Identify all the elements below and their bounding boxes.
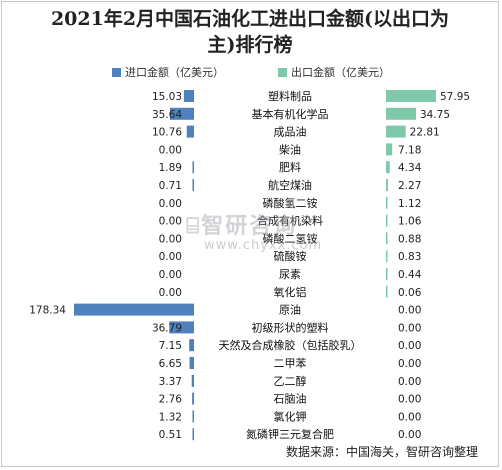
category-label: 初级形状的塑料 — [252, 320, 329, 334]
import-value-label: 6.65 — [159, 358, 182, 370]
export-value-label: 0.88 — [398, 233, 421, 245]
export-bar — [386, 161, 390, 174]
export-value-label: 22.81 — [410, 127, 440, 139]
export-value-label: 0.00 — [398, 358, 421, 370]
import-value-label: 2.76 — [159, 394, 183, 406]
chart-plot: 15.03 塑料制品 57.95 35.64 基本有机化学品 34.75 10.76 成品油 2… — [29, 89, 470, 441]
category-label: 乙二醇 — [274, 374, 307, 388]
export-bar — [386, 250, 388, 263]
export-value-label: 34.75 — [420, 109, 450, 121]
import-value-label: 178.34 — [29, 305, 66, 317]
export-value-label: 0.06 — [398, 287, 422, 299]
export-value-label: 1.06 — [398, 216, 422, 228]
export-bar — [386, 107, 416, 120]
category-label: 原油 — [279, 303, 301, 317]
category-label: 氯化钾 — [274, 409, 307, 423]
import-value-label: 7.15 — [159, 340, 182, 352]
export-value-label: 57.95 — [440, 91, 470, 103]
import-bar — [191, 374, 194, 387]
category-label: 天然及合成橡胶（包括胶乳） — [219, 338, 362, 352]
import-value-label: 0.00 — [159, 269, 182, 281]
legend-swatch-export — [278, 68, 287, 77]
legend-label-import: 进口金额（亿美元） — [125, 66, 224, 79]
import-value-label: 35.64 — [152, 109, 182, 121]
category-label: 硫酸铵 — [274, 249, 307, 263]
import-value-label: 10.76 — [152, 127, 182, 139]
source-note: 数据来源：中国海关，智研咨询整理 — [285, 445, 478, 459]
import-value-label: 15.03 — [152, 91, 182, 103]
category-label: 二甲苯 — [274, 356, 307, 370]
import-value-label: 0.00 — [159, 216, 182, 228]
export-bar — [386, 125, 406, 138]
import-value-label: 0.00 — [159, 251, 182, 263]
import-bar — [170, 107, 194, 120]
category-label: 塑料制品 — [268, 89, 312, 103]
import-bar — [192, 161, 194, 174]
export-bar — [386, 285, 388, 298]
export-bar — [386, 232, 388, 245]
category-label: 成品油 — [274, 125, 307, 139]
export-value-label: 0.00 — [398, 394, 421, 406]
import-value-label: 0.00 — [159, 144, 182, 156]
import-value-label: 1.89 — [159, 162, 182, 174]
import-value-label: 36.79 — [152, 322, 182, 334]
legend-swatch-import — [112, 68, 121, 77]
export-value-label: 0.00 — [398, 411, 421, 423]
legend-item-export: 出口金额（亿美元） — [278, 64, 390, 80]
category-label: 氮磷钾三元复合肥 — [246, 427, 334, 441]
category-label: 磷酸二氢铵 — [263, 231, 318, 245]
category-label: 氧化铝 — [274, 285, 307, 299]
export-value-label: 0.00 — [398, 340, 421, 352]
legend-label-export: 出口金额（亿美元） — [291, 66, 390, 79]
export-value-label: 0.00 — [398, 305, 421, 317]
import-bar — [186, 125, 194, 138]
import-value-label: 0.00 — [159, 233, 182, 245]
import-bar — [169, 321, 194, 334]
export-value-label: 0.00 — [398, 429, 421, 441]
export-value-label: 1.12 — [398, 198, 421, 210]
import-bar — [189, 339, 194, 352]
export-bar — [386, 196, 388, 209]
import-value-label: 1.32 — [159, 411, 182, 423]
legend: 进口金额（亿美元） 出口金额（亿美元） — [0, 64, 502, 82]
export-bar — [386, 268, 388, 280]
import-bar — [192, 410, 194, 423]
import-bar — [74, 303, 194, 316]
category-label: 磷酸氢二铵 — [263, 196, 318, 210]
export-bar — [386, 143, 393, 156]
import-bar — [192, 428, 194, 441]
category-label: 尿素 — [279, 268, 301, 281]
import-value-label: 0.71 — [159, 180, 182, 192]
export-value-label: 0.00 — [398, 322, 421, 334]
chart-title: 2021年2月中国石油化工进出口金额(以出口为主)排行榜 — [50, 8, 450, 56]
category-label: 肥料 — [279, 160, 301, 174]
import-value-label: 0.51 — [159, 429, 182, 441]
category-label: 石脑油 — [274, 392, 307, 406]
export-value-label: 7.18 — [398, 144, 421, 156]
import-bar — [192, 392, 194, 405]
export-value-label: 0.44 — [398, 269, 422, 281]
export-value-label: 2.27 — [398, 180, 421, 192]
legend-item-import: 进口金额（亿美元） — [112, 64, 224, 80]
import-value-label: 3.37 — [159, 376, 182, 388]
import-bar — [192, 179, 194, 191]
export-value-label: 0.83 — [398, 251, 421, 263]
import-bar — [183, 90, 194, 102]
category-label: 合成有机染料 — [257, 214, 323, 228]
export-value-label: 0.00 — [398, 376, 421, 388]
import-bar — [189, 357, 194, 369]
export-bar — [386, 179, 388, 191]
category-label: 航空煤油 — [268, 178, 312, 192]
import-value-label: 0.00 — [159, 287, 182, 299]
category-label: 柴油 — [279, 142, 301, 156]
import-value-label: 0.00 — [159, 198, 182, 210]
export-bar — [386, 214, 388, 227]
export-bar — [386, 90, 436, 102]
category-label: 基本有机化学品 — [252, 107, 329, 121]
export-value-label: 4.34 — [398, 162, 422, 174]
